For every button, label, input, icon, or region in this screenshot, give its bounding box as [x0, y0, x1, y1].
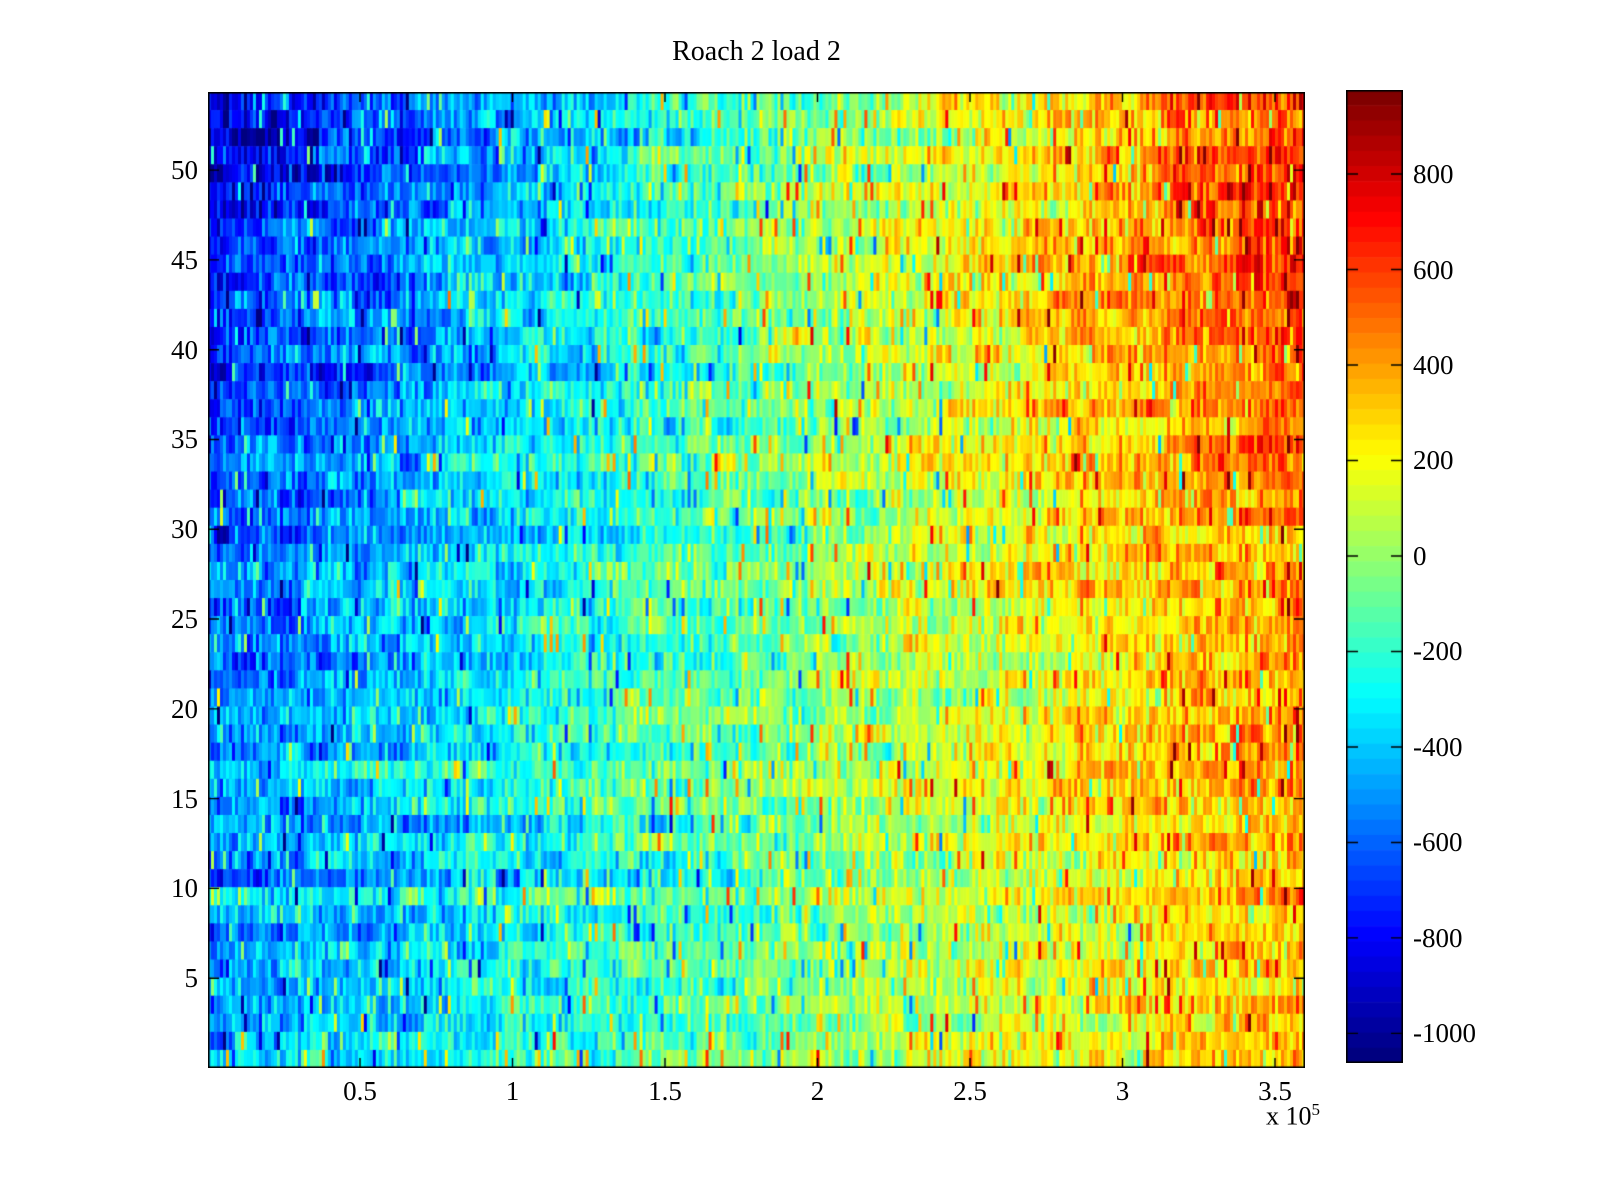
colorbar-tick-label: -1000 [1413, 1018, 1476, 1049]
colorbar-tick-label: -200 [1413, 636, 1463, 667]
x-exponent-value: 5 [1311, 1100, 1321, 1119]
chart-title: Roach 2 load 2 [672, 36, 841, 67]
heatmap-canvas [208, 92, 1305, 1068]
x-tick-label: 2 [810, 1076, 825, 1106]
y-tick-label: 40 [171, 334, 198, 365]
y-tick-label: 45 [171, 244, 198, 275]
y-tick-label: 25 [171, 604, 198, 635]
colorbar-tick-label: 800 [1413, 159, 1454, 190]
y-tick-label: 15 [171, 783, 198, 814]
colorbar-tick-label: -800 [1413, 922, 1463, 953]
colorbar-canvas [1346, 90, 1403, 1063]
x-tick-label: 3 [1115, 1076, 1130, 1106]
colorbar-tick-label: -400 [1413, 731, 1463, 762]
x-axis-exponent-label: x 105 [1220, 1100, 1320, 1132]
y-tick-label: 20 [171, 693, 198, 724]
x-tick-label: 3.5 [1258, 1076, 1292, 1106]
colorbar-tick-label: 200 [1413, 445, 1454, 476]
colorbar-tick-label: -600 [1413, 827, 1463, 858]
colorbar-tick-label: 400 [1413, 349, 1454, 380]
x-tick-label: 0.5 [343, 1076, 377, 1106]
colorbar-tick-label: 600 [1413, 254, 1454, 285]
x-tick-label: 1 [505, 1076, 520, 1106]
colorbar-tick-label: 0 [1413, 540, 1427, 571]
x-tick-label: 2.5 [953, 1076, 987, 1106]
y-tick-label: 30 [171, 514, 198, 545]
y-tick-label: 35 [171, 424, 198, 455]
y-tick-label: 50 [171, 155, 198, 186]
x-exponent-prefix: x 10 [1266, 1101, 1312, 1131]
y-tick-label: 10 [171, 873, 198, 904]
y-tick-label: 5 [184, 963, 199, 994]
x-tick-label: 1.5 [648, 1076, 682, 1106]
